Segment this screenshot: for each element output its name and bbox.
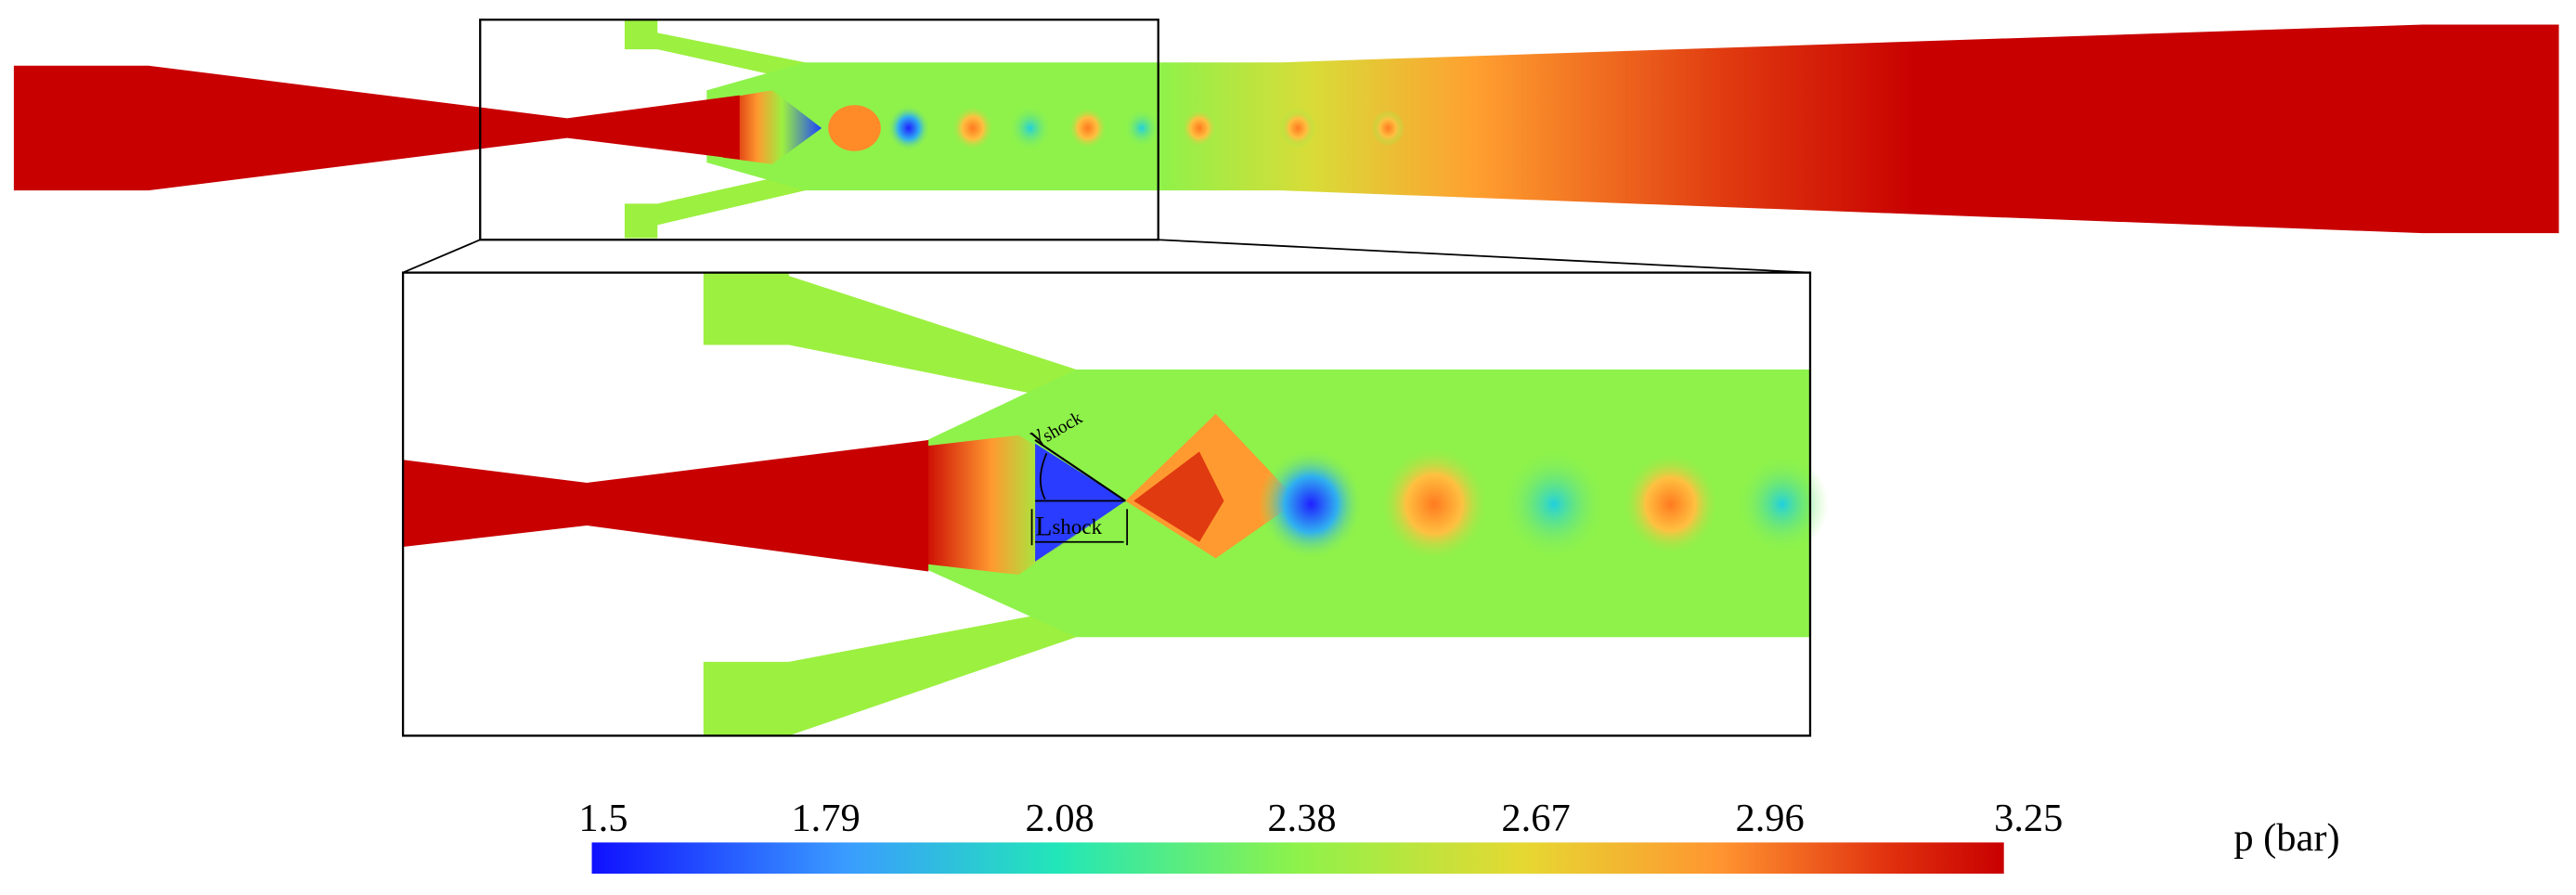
length-label: Lshock [1035,511,1102,542]
colorbar [591,842,2004,875]
colorbar-tick-label: 2.67 [1501,797,1570,840]
colorbar-tick-label: 2.38 [1267,797,1336,840]
colorbar-tick-label: 2.08 [1026,797,1094,840]
colorbar-tick-label: 3.25 [1994,797,2063,840]
subscript: shock [1052,515,1102,538]
overview [13,19,2559,274]
colorbar-ticks: 1.5 1.79 2.08 2.38 2.67 2.96 3.25 [578,797,2063,840]
colorbar-tick-label: 2.96 [1735,797,1804,840]
colorbar-tick-label: 1.5 [578,797,628,840]
colorbar-tick-label: 1.79 [791,797,860,840]
zoom-view: γshock Lshock [401,271,1829,737]
symbol: L [1035,511,1052,542]
colorbar-label: p (bar) [2233,816,2339,860]
